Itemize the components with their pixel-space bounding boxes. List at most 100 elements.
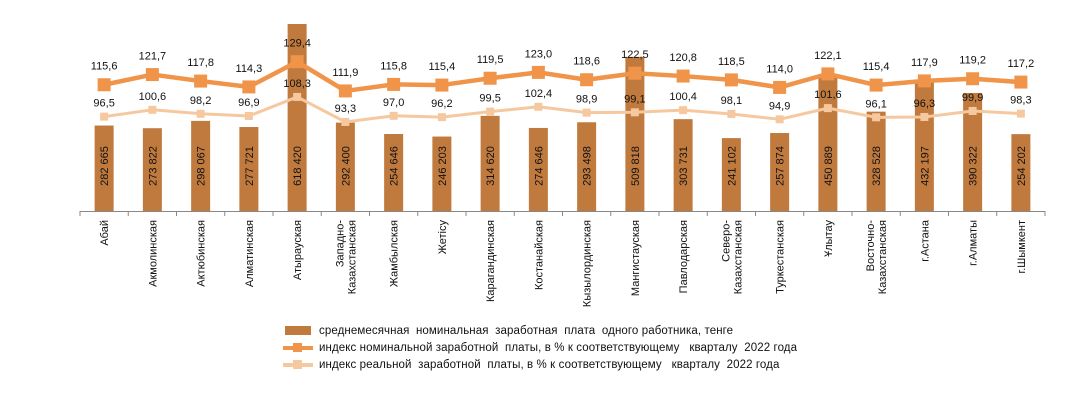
bar: [914, 80, 934, 211]
legend-item-salary: среднемесячная номинальная заработная пл…: [283, 322, 923, 339]
bar-value-label: 509 818: [630, 146, 642, 186]
nominal-index-marker: [387, 77, 401, 91]
bar-value-label: 314 620: [485, 146, 497, 186]
bar-value-label: 328 528: [871, 146, 883, 186]
nominal-index-marker: [628, 66, 642, 80]
x-axis-category-label: Абай: [99, 220, 111, 246]
real-index-value-label: 99,1: [624, 93, 645, 105]
real-index-marker: [293, 92, 302, 101]
legend-label-nominal-index: индекс номинальной заработной платы, в %…: [319, 341, 798, 354]
nominal-index-value-label: 119,2: [959, 55, 986, 67]
real-index-value-label: 108,3: [283, 78, 311, 90]
real-index-marker: [341, 117, 350, 126]
legend-label-real-index: индекс реальной заработной платы, в % к …: [319, 358, 780, 371]
x-axis-category-label: Мангистауская: [630, 220, 642, 296]
real-index-value-label: 100,4: [669, 91, 697, 103]
bar: [432, 136, 452, 211]
bar-value-label: 618 420: [292, 146, 304, 186]
real-index-marker: [872, 113, 881, 122]
real-index-value-label: 96,9: [238, 97, 259, 109]
x-axis-category-label: Жамбылская: [389, 220, 401, 287]
legend-label-salary: среднемесячная номинальная заработная пл…: [319, 324, 734, 337]
real-index-value-label: 98,9: [576, 94, 597, 106]
x-axis-category-label: Северо-Казахстанская: [720, 220, 744, 295]
bar: [94, 125, 114, 211]
bar-value-label: 303 731: [678, 146, 690, 186]
x-axis-category-label: Атырауская: [292, 220, 304, 280]
x-axis-category-label: г.Астана: [919, 219, 931, 262]
real-index-marker: [679, 106, 688, 115]
real-index-value-label: 100,6: [139, 91, 167, 103]
real-index-marker: [389, 111, 398, 120]
real-index-marker: [582, 108, 591, 117]
nominal-index-value-label: 123,0: [525, 48, 553, 60]
bar-value-label: 254 646: [389, 146, 401, 186]
x-axis-category-label: Жетісу: [437, 220, 449, 255]
real-index-marker: [1016, 109, 1025, 118]
nominal-index-value-label: 114,0: [766, 63, 793, 75]
bar-value-label: 246 203: [437, 146, 449, 186]
real-index-value-label: 96,3: [914, 98, 935, 110]
x-axis-category-label: Актюбинская: [196, 220, 208, 287]
nominal-index-marker: [580, 73, 594, 87]
bar: [625, 56, 645, 212]
nominal-index-value-label: 115,8: [380, 60, 407, 72]
real-index-marker: [630, 108, 639, 117]
nominal-index-value-label: 115,4: [429, 61, 456, 73]
bar-value-label: 273 822: [147, 146, 159, 186]
real-index-marker: [244, 111, 253, 120]
real-index-value-label: 96,5: [93, 98, 114, 110]
nominal-index-marker: [290, 55, 304, 69]
x-axis-category-label: Карагандинская: [485, 220, 497, 302]
legend-swatch-real-line: [283, 358, 313, 372]
real-index-marker: [100, 112, 109, 121]
x-axis-category-label: Ұлытау: [823, 220, 835, 257]
chart: Абай Акмолинская Актюбинская Алматинская Аты…: [79, 24, 1046, 307]
bar: [673, 119, 693, 211]
real-index-value-label: 99,9: [962, 92, 983, 104]
lines-layer: [97, 55, 1028, 126]
x-axis-category-label: Алматинская: [244, 220, 256, 287]
bar-value-label: 293 498: [582, 146, 594, 186]
bar: [384, 133, 404, 211]
nominal-index-value-label: 117,2: [1008, 58, 1035, 70]
bar-value-label: 390 322: [968, 146, 980, 186]
x-axis-category-label: Западно-Казахстанская: [334, 220, 358, 295]
bar: [866, 111, 886, 211]
nominal-index-marker: [145, 68, 159, 82]
nominal-index-value-label: 122,5: [621, 49, 649, 61]
bar: [1011, 134, 1031, 211]
nominal-index-marker: [531, 65, 545, 79]
real-index-marker: [920, 112, 929, 121]
x-axis-category-label: Туркестанская: [775, 220, 787, 294]
bar: [287, 24, 307, 211]
x-axis-category-label: Павлодарская: [678, 220, 690, 293]
nominal-index-marker: [194, 74, 208, 88]
real-index-marker: [968, 106, 977, 115]
real-index-marker: [823, 104, 832, 113]
real-index-marker: [775, 115, 784, 124]
real-index-value-label: 99,5: [479, 93, 500, 105]
bar: [577, 122, 597, 211]
nominal-index-marker: [676, 69, 690, 83]
legend-swatch-nominal-line: [283, 341, 313, 355]
real-index-value-label: 96,2: [431, 98, 452, 110]
legend-swatch-bar: [283, 324, 313, 338]
x-axis-category-label: Кызылординская: [582, 220, 594, 307]
nominal-index-value-label: 117,9: [911, 57, 938, 69]
bar: [142, 128, 162, 211]
bar: [480, 115, 500, 211]
real-index-value-label: 98,2: [190, 95, 211, 107]
x-axis-category-label: Акмолинская: [147, 220, 159, 287]
nominal-index-marker: [97, 78, 111, 92]
nominal-index-marker: [1014, 75, 1028, 89]
nominal-index-marker: [483, 71, 497, 85]
nominal-index-marker: [338, 84, 352, 98]
bar: [239, 127, 259, 211]
real-index-marker: [534, 102, 543, 111]
data-labels-layer: 282 665 273 822 298 067 277 721 618 420 292 4…: [91, 38, 1034, 186]
nominal-index-value-label: 121,7: [139, 51, 167, 63]
real-index-marker: [437, 113, 446, 122]
real-index-marker: [148, 105, 157, 114]
real-index-value-label: 96,1: [865, 98, 886, 110]
